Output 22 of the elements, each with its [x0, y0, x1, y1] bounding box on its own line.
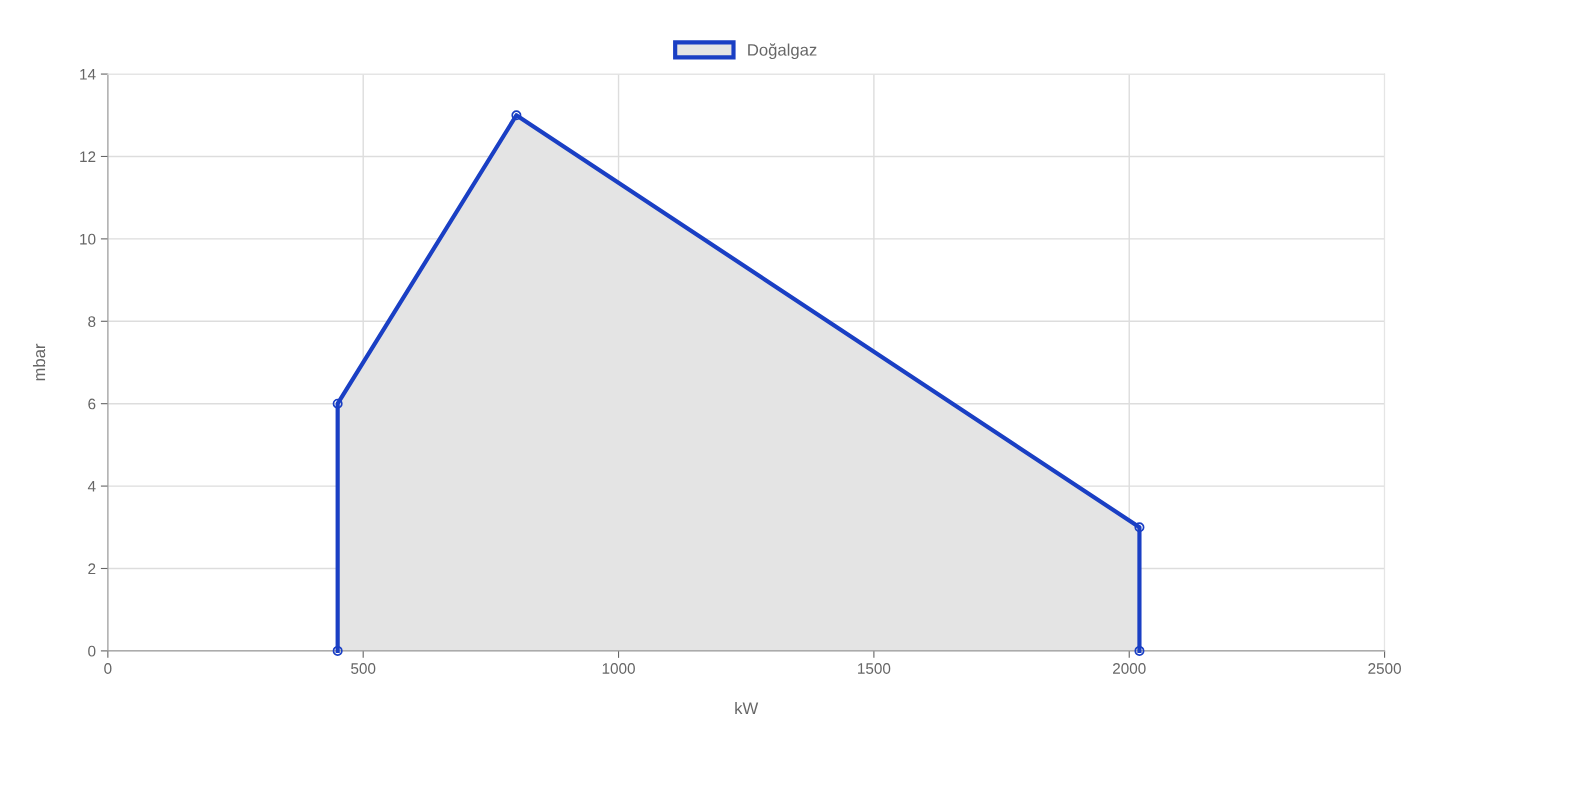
- point: [1134, 522, 1145, 533]
- y-tick-label: 0: [88, 645, 96, 657]
- y-tick-label: 8: [88, 316, 96, 327]
- y-tick-label: 14: [80, 69, 96, 80]
- x-tick-label: 1000: [602, 663, 635, 674]
- y-tick-label: 10: [80, 233, 96, 245]
- point: [332, 398, 343, 409]
- x-tick-label: 0: [104, 663, 112, 674]
- x-axis-title: kW: [735, 701, 759, 715]
- y-axis-title: mbar: [32, 343, 46, 381]
- x-tick-label: 2000: [1113, 663, 1146, 674]
- x-tick-label: 2500: [1368, 663, 1401, 674]
- x-tick-label: 1500: [858, 663, 891, 674]
- point: [1134, 645, 1145, 656]
- y-tick-label: 12: [80, 151, 96, 163]
- point: [332, 645, 343, 656]
- y-tick-label: 2: [88, 563, 96, 575]
- y-tick-label: 4: [87, 481, 96, 492]
- point: [511, 110, 522, 121]
- y-tick-label: 6: [88, 398, 96, 410]
- x-tick-label: 500: [351, 663, 376, 674]
- legend-label: Doğalgaz: [748, 43, 817, 60]
